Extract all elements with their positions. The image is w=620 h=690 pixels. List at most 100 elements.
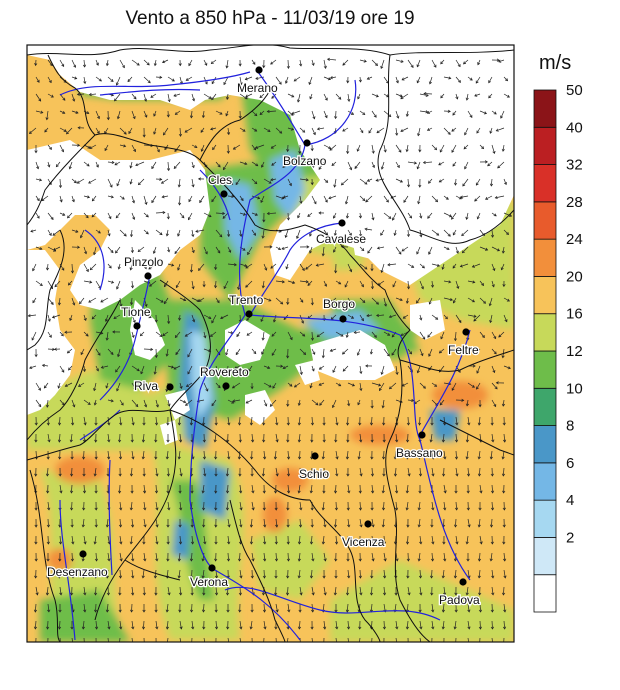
wind-arrow	[47, 433, 50, 442]
wind-arrow-head	[345, 609, 349, 613]
wind-arrow	[466, 586, 469, 595]
wind-arrow	[191, 229, 194, 237]
wind-arrow	[47, 161, 50, 168]
wind-arrow-head	[478, 404, 482, 408]
wind-arrow-head	[119, 303, 123, 307]
wind-arrow-head	[231, 385, 236, 389]
wind-arrow-head	[430, 284, 435, 288]
wind-arrow-head	[36, 166, 40, 170]
wind-arrow	[179, 314, 181, 321]
wind-arrow	[431, 399, 438, 406]
legend-unit: m/s	[539, 52, 572, 74]
wind-arrow	[407, 178, 410, 187]
wind-arrow	[479, 144, 484, 149]
wind-arrow	[89, 144, 97, 149]
wind-arrow-head	[452, 300, 456, 304]
wind-arrow-head	[167, 403, 171, 407]
wind-arrow-head	[427, 215, 431, 219]
wind-arrow	[443, 552, 446, 561]
wind-arrow	[130, 229, 133, 237]
wind-arrow-head	[107, 439, 111, 443]
wind-arrow-head	[261, 235, 265, 239]
wind-arrow-head	[297, 490, 301, 494]
wind-arrow	[346, 603, 349, 613]
wind-arrow-head	[475, 350, 479, 354]
wind-arrow-head	[167, 507, 171, 511]
wind-arrow-head	[388, 114, 392, 118]
wind-arrow	[503, 433, 506, 443]
wind-arrow-head	[190, 524, 194, 528]
wind-arrow	[88, 178, 97, 184]
wind-arrow-head	[73, 180, 77, 184]
wind-arrow	[323, 93, 328, 101]
wind-arrow-head	[144, 98, 148, 102]
wind-arrow-head	[447, 109, 451, 113]
wind-arrow-head	[70, 592, 74, 596]
wind-arrow-head	[315, 402, 319, 406]
wind-arrow-head	[346, 558, 350, 562]
wind-arrow	[59, 637, 61, 642]
wind-arrow-head	[178, 133, 183, 137]
wind-arrow-head	[166, 422, 170, 426]
wind-arrow	[382, 484, 385, 493]
wind-arrow	[299, 280, 309, 283]
wind-arrow	[311, 586, 314, 595]
wind-arrow-head	[503, 182, 507, 186]
wind-arrow	[71, 263, 73, 273]
wind-arrow-head	[83, 422, 87, 426]
wind-arrow-head	[322, 439, 326, 443]
wind-arrow-head	[455, 422, 459, 426]
wind-arrow	[503, 178, 507, 185]
wind-arrow-head	[297, 215, 301, 219]
wind-arrow-head	[38, 387, 41, 391]
wind-arrow-head	[375, 301, 380, 305]
wind-arrow-head	[179, 473, 183, 477]
wind-arrow-head	[268, 298, 272, 302]
wind-arrow	[117, 348, 121, 357]
wind-arrow	[161, 178, 169, 184]
wind-arrow-head	[271, 162, 275, 166]
wind-arrow-head	[75, 229, 79, 233]
wind-arrow-head	[323, 65, 327, 69]
legend-tick-label: 12	[566, 343, 583, 360]
wind-arrow-head	[71, 541, 75, 545]
wind-arrow	[347, 620, 350, 630]
wind-arrow	[428, 365, 433, 371]
wind-arrow	[59, 59, 65, 67]
wind-arrow	[395, 433, 398, 442]
wind-arrow	[107, 263, 112, 269]
wind-arrow-head	[131, 524, 135, 528]
wind-arrow	[431, 59, 437, 68]
wind-arrow-head	[81, 575, 86, 579]
wind-arrow	[119, 620, 122, 629]
wind-arrow	[263, 127, 271, 132]
wind-arrow-head	[228, 249, 232, 253]
wind-arrow-head	[211, 97, 215, 101]
wind-arrow-head	[272, 319, 277, 323]
wind-arrow	[271, 144, 277, 149]
wind-arrow-head	[431, 609, 435, 613]
wind-arrow	[42, 364, 49, 367]
wind-arrow-head	[369, 626, 374, 630]
wind-arrow	[407, 467, 410, 476]
wind-arrow-head	[413, 161, 418, 165]
wind-arrow-head	[115, 82, 119, 86]
wind-arrow-head	[284, 234, 288, 239]
wind-arrow-head	[381, 524, 385, 528]
wind-arrow-head	[485, 196, 489, 200]
wind-arrow-head	[262, 65, 266, 69]
wind-arrow	[487, 161, 493, 167]
wind-arrow	[105, 382, 109, 389]
wind-arrow-head	[177, 267, 181, 271]
wind-arrow-head	[48, 232, 52, 236]
legend-swatch	[533, 350, 557, 389]
wind-arrow	[342, 348, 349, 355]
wind-arrow-head	[251, 644, 254, 646]
wind-arrow-head	[491, 284, 495, 288]
wind-arrow-head	[500, 115, 504, 119]
wind-arrow-head	[69, 507, 74, 511]
city-marker-padova	[459, 578, 467, 586]
wind-arrow-head	[364, 227, 368, 231]
wind-arrow-head	[72, 302, 76, 306]
wind-arrow-head	[323, 524, 327, 528]
